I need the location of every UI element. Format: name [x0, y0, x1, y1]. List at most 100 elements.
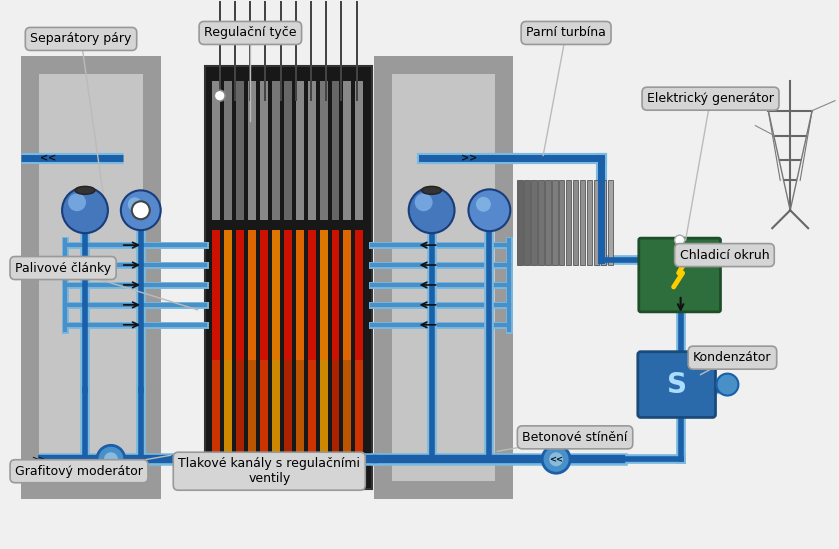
Bar — [356, 0, 357, 100]
Bar — [295, 230, 304, 360]
Ellipse shape — [121, 191, 161, 230]
Text: Elektrický generátor: Elektrický generátor — [647, 92, 774, 105]
Bar — [356, 81, 363, 220]
Bar — [205, 66, 372, 489]
Bar — [272, 81, 279, 220]
Circle shape — [717, 374, 738, 395]
Text: Parní turbína: Parní turbína — [526, 26, 606, 40]
Bar — [356, 230, 363, 360]
Bar — [295, 81, 304, 220]
Bar — [284, 81, 292, 220]
Circle shape — [321, 484, 327, 490]
Text: Palivové články: Palivové články — [15, 261, 111, 274]
Bar — [224, 81, 232, 220]
Bar — [212, 81, 220, 220]
Circle shape — [297, 484, 303, 490]
Bar — [234, 0, 236, 100]
Circle shape — [214, 90, 225, 101]
Bar — [320, 81, 327, 220]
Circle shape — [285, 484, 291, 490]
Text: >>: >> — [461, 154, 477, 164]
Circle shape — [550, 452, 563, 466]
Bar — [343, 81, 352, 220]
Text: Separátory páry: Separátory páry — [30, 32, 132, 46]
Circle shape — [237, 484, 243, 490]
Ellipse shape — [75, 186, 95, 194]
Circle shape — [97, 445, 125, 473]
Bar — [260, 230, 268, 360]
Bar — [272, 230, 279, 360]
Text: Regulační tyče: Regulační tyče — [204, 26, 297, 40]
Bar — [308, 230, 315, 360]
Bar — [538, 181, 544, 265]
Circle shape — [104, 452, 117, 466]
Ellipse shape — [128, 197, 142, 211]
Bar — [392, 74, 495, 481]
Bar — [248, 360, 256, 489]
Text: Grafitový moderátor: Grafitový moderátor — [15, 464, 143, 478]
Bar — [236, 81, 244, 220]
Bar — [341, 0, 342, 100]
Circle shape — [333, 484, 339, 490]
Bar — [272, 360, 279, 489]
Bar — [594, 181, 599, 265]
Circle shape — [261, 484, 268, 490]
Bar — [295, 360, 304, 489]
Bar — [279, 0, 282, 100]
Bar — [320, 230, 327, 360]
Circle shape — [309, 484, 315, 490]
Circle shape — [249, 484, 255, 490]
Bar — [559, 181, 565, 265]
Bar — [326, 0, 327, 100]
Bar — [284, 230, 292, 360]
FancyBboxPatch shape — [638, 352, 716, 417]
Bar — [331, 81, 340, 220]
Bar — [39, 74, 143, 481]
Circle shape — [274, 484, 279, 490]
Bar — [236, 360, 244, 489]
Bar — [310, 0, 312, 100]
Bar — [531, 181, 537, 265]
Text: >>: >> — [31, 455, 45, 464]
Bar — [212, 230, 220, 360]
Bar — [224, 230, 232, 360]
Bar — [518, 181, 524, 265]
Bar — [545, 181, 550, 265]
Bar — [260, 81, 268, 220]
Text: Chladicí okruh: Chladicí okruh — [680, 249, 769, 261]
Bar — [294, 0, 297, 100]
Bar — [219, 0, 221, 100]
Bar — [343, 230, 352, 360]
Bar — [224, 360, 232, 489]
Bar — [343, 360, 352, 489]
Ellipse shape — [476, 197, 491, 212]
Ellipse shape — [409, 187, 455, 233]
Text: Tlakové kanály s regulačními
ventily: Tlakové kanály s regulačními ventily — [178, 457, 360, 485]
Text: Kondenzátor: Kondenzátor — [693, 351, 772, 364]
Circle shape — [345, 484, 351, 490]
Circle shape — [226, 484, 232, 490]
Circle shape — [675, 235, 685, 245]
Text: S: S — [667, 371, 686, 399]
Bar — [308, 81, 315, 220]
Bar — [284, 360, 292, 489]
Ellipse shape — [68, 193, 86, 211]
Bar — [552, 181, 558, 265]
Bar — [356, 360, 363, 489]
Bar — [248, 230, 256, 360]
Bar — [248, 81, 256, 220]
Ellipse shape — [468, 189, 510, 231]
Bar — [566, 181, 571, 265]
Text: <<: << — [40, 154, 56, 164]
Circle shape — [213, 484, 220, 490]
Bar — [580, 181, 585, 265]
Bar — [212, 360, 220, 489]
Bar — [331, 230, 340, 360]
Bar — [236, 230, 244, 360]
Text: Betonové stínění: Betonové stínění — [523, 431, 628, 444]
Bar — [264, 0, 266, 100]
Bar — [320, 360, 327, 489]
Bar — [524, 181, 530, 265]
Ellipse shape — [422, 186, 441, 194]
Circle shape — [132, 201, 149, 219]
